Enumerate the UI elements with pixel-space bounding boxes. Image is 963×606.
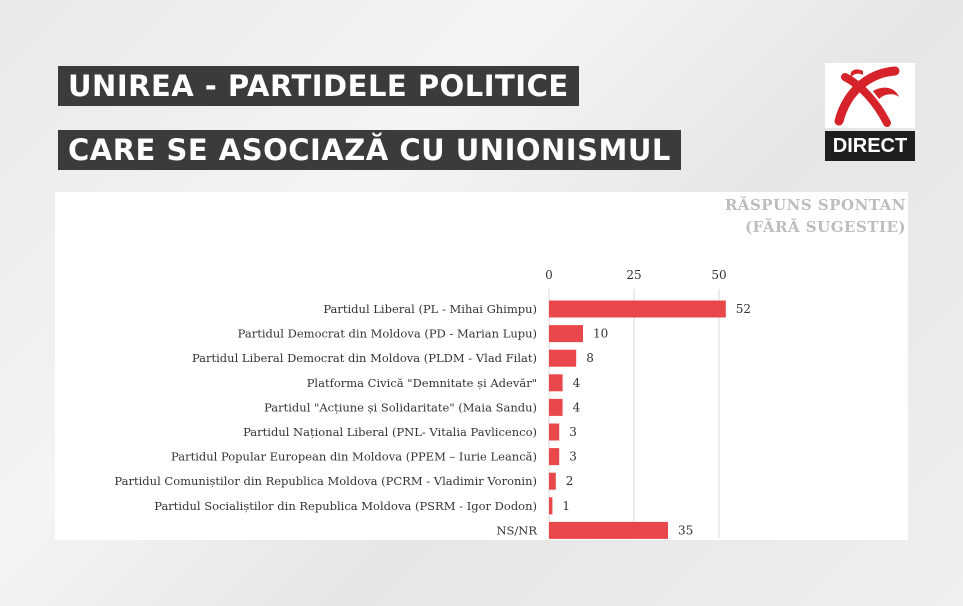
chart-panel: RĂSPUNS SPONTAN (FĂRĂ SUGESTIE) 0 25 50 Par… (55, 192, 908, 540)
data-label: 8 (586, 351, 594, 365)
title-line-2: CARE SE ASOCIAZĂ CU UNIONISMUL (58, 130, 681, 170)
direct-badge: DIRECT (825, 131, 915, 161)
bar (549, 448, 560, 466)
category-label: Partidul Comuniștilor din Republica Mold… (114, 474, 537, 488)
data-label: 35 (678, 523, 693, 537)
category-label: Partidul "Acțiune și Solidaritate" (Maia… (264, 400, 537, 414)
data-label: 1 (562, 499, 570, 513)
tick-label: 25 (626, 268, 641, 282)
title-line-1: UNIREA - PARTIDELE POLITICE (58, 66, 579, 106)
bar (549, 423, 560, 441)
data-label: 10 (593, 327, 608, 341)
chart-note-line-1: RĂSPUNS SPONTAN (724, 196, 906, 214)
data-label: 3 (569, 450, 577, 464)
category-label: Partidul Național Liberal (PNL- Vitalia … (243, 425, 537, 439)
bar (549, 472, 556, 490)
channel-logo-icon (825, 63, 915, 128)
category-label: Partidul Democrat din Moldova (PD - Mari… (238, 327, 537, 341)
bar (549, 374, 563, 392)
category-label: Partidul Liberal Democrat din Moldova (P… (192, 351, 537, 365)
data-label: 4 (573, 400, 581, 414)
bar (549, 521, 668, 539)
bar (549, 300, 726, 318)
tick-label: 0 (545, 268, 553, 282)
data-label: 52 (736, 302, 751, 316)
category-label: Partidul Socialiștilor din Republica Mol… (154, 499, 537, 513)
category-label: Partidul Liberal (PL - Mihai Ghimpu) (323, 302, 537, 316)
bar (549, 398, 563, 416)
tick-label: 50 (711, 268, 726, 282)
data-label: 2 (566, 474, 574, 488)
channel-logo: DIRECT (825, 63, 915, 161)
bar (549, 325, 583, 343)
bar (549, 497, 553, 515)
category-label: NS/NR (496, 523, 537, 537)
category-label: Platforma Civică "Demnitate și Adevăr" (307, 376, 537, 390)
data-label: 4 (573, 376, 581, 390)
data-label: 3 (569, 425, 577, 439)
chart-note-line-2: (FĂRĂ SUGESTIE) (744, 218, 906, 236)
bar-chart: 0 25 50 Partidul Liberal (PL - Mihai Ghimpu… (114, 268, 751, 539)
category-label: Partidul Popular European din Moldova (P… (171, 450, 537, 464)
bar (549, 349, 577, 367)
